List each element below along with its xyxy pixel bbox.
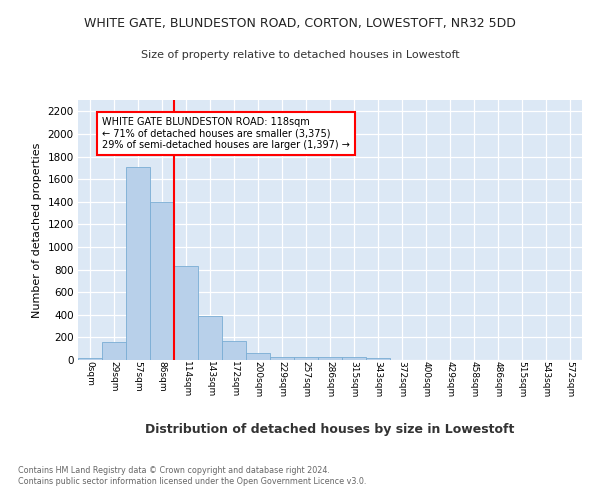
Text: WHITE GATE BLUNDESTON ROAD: 118sqm
← 71% of detached houses are smaller (3,375)
: WHITE GATE BLUNDESTON ROAD: 118sqm ← 71%…: [102, 117, 350, 150]
Text: WHITE GATE, BLUNDESTON ROAD, CORTON, LOWESTOFT, NR32 5DD: WHITE GATE, BLUNDESTON ROAD, CORTON, LOW…: [84, 18, 516, 30]
Bar: [342, 357, 366, 360]
Bar: [270, 356, 294, 360]
Text: Contains public sector information licensed under the Open Government Licence v3: Contains public sector information licen…: [18, 478, 367, 486]
Bar: [246, 352, 270, 360]
Bar: [198, 316, 222, 360]
Bar: [174, 266, 198, 360]
Y-axis label: Number of detached properties: Number of detached properties: [32, 142, 42, 318]
Bar: [150, 202, 174, 360]
Bar: [78, 358, 102, 360]
Bar: [222, 342, 246, 360]
Bar: [294, 357, 318, 360]
Text: Distribution of detached houses by size in Lowestoft: Distribution of detached houses by size …: [145, 422, 515, 436]
Text: Size of property relative to detached houses in Lowestoft: Size of property relative to detached ho…: [140, 50, 460, 60]
Bar: [318, 357, 342, 360]
Bar: [102, 342, 126, 360]
Text: Contains HM Land Registry data © Crown copyright and database right 2024.: Contains HM Land Registry data © Crown c…: [18, 466, 330, 475]
Bar: [366, 358, 390, 360]
Bar: [126, 166, 150, 360]
